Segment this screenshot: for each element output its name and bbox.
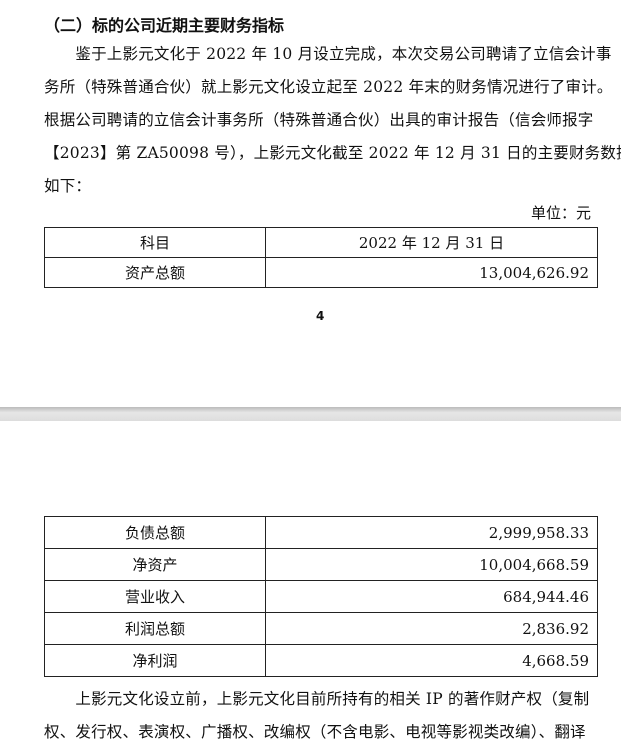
- paragraph-line: 【2023】第 ZA50098 号），上影元文化截至 2022 年 12 月 3…: [44, 144, 621, 162]
- financial-table-2: 负债总额 2,999,958.33 净资产 10,004,668.59 营业收入 68…: [44, 516, 598, 677]
- table-row: 负债总额 2,999,958.33: [44, 516, 598, 549]
- table-row: 营业收入 684,944.46: [44, 580, 598, 613]
- page-number: 4: [316, 309, 325, 323]
- paragraph-line: 如下：: [44, 177, 92, 195]
- paragraph-line: 权、发行权、表演权、广播权、改编权（不含电影、电视等影视类改编）、翻译: [44, 723, 586, 741]
- item-cell: 资产总额: [44, 257, 266, 288]
- unit-label: 单位：元: [530, 204, 591, 222]
- item-cell: 营业收入: [44, 580, 266, 613]
- paragraph-line: 鉴于上影元文化于 2022 年 10 月设立完成，本次交易公司聘请了立信会计事: [44, 45, 612, 63]
- item-cell: 负债总额: [44, 516, 266, 549]
- item-cell: 利润总额: [44, 612, 266, 645]
- value-cell: 2,836.92: [265, 612, 598, 645]
- item-cell: 净利润: [44, 644, 266, 677]
- value-cell: 684,944.46: [265, 580, 598, 613]
- paragraph-line: 根据公司聘请的立信会计事务所（特殊普通合伙）出具的审计报告（信会师报字: [44, 111, 594, 129]
- value-cell: 13,004,626.92: [265, 257, 598, 288]
- table-header-row: 科目 2022 年 12 月 31 日: [44, 227, 598, 258]
- value-cell: 2,999,958.33: [265, 516, 598, 549]
- value-cell: 10,004,668.59: [265, 548, 598, 581]
- table-row: 净利润 4,668.59: [44, 644, 598, 677]
- page-separator: [0, 407, 621, 421]
- table-row: 净资产 10,004,668.59: [44, 548, 598, 581]
- section-heading: （二）标的公司近期主要财务指标: [44, 16, 285, 35]
- financial-table-1: 科目 2022 年 12 月 31 日 资产总额 13,004,626.92: [44, 227, 598, 288]
- table-row: 资产总额 13,004,626.92: [44, 257, 598, 288]
- header-cell: 科目: [44, 227, 266, 258]
- table-row: 利润总额 2,836.92: [44, 612, 598, 645]
- item-cell: 净资产: [44, 548, 266, 581]
- paragraph-line: 务所（特殊普通合伙）就上影元文化设立起至 2022 年末的财务情况进行了审计。: [44, 78, 613, 96]
- header-cell: 2022 年 12 月 31 日: [265, 227, 598, 258]
- value-cell: 4,668.59: [265, 644, 598, 677]
- paragraph-line: 上影元文化设立前，上影元文化目前所持有的相关 IP 的著作财产权（复制: [44, 690, 590, 708]
